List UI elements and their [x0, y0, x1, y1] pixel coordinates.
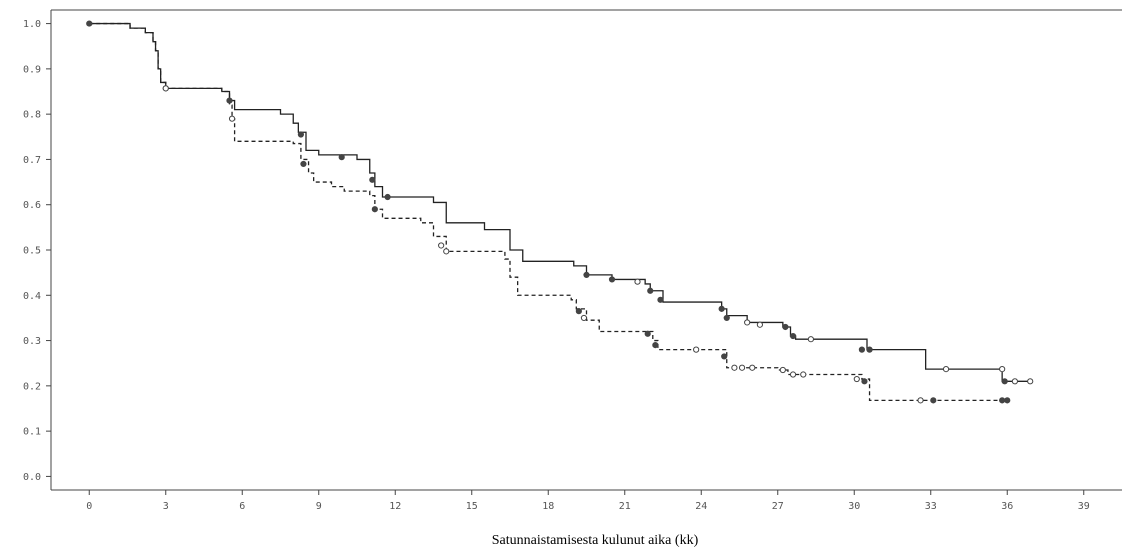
survival-curve-solid: [89, 22, 1031, 382]
censor-mark: [1004, 397, 1011, 404]
x-tick-label: 33: [925, 501, 937, 512]
x-tick-label: 27: [772, 501, 784, 512]
censor-mark: [942, 365, 950, 373]
censor-mark: [693, 346, 700, 353]
x-tick-label: 9: [316, 501, 322, 512]
censor-mark: [782, 323, 789, 331]
censor-mark: [644, 330, 651, 337]
censor-mark: [999, 397, 1006, 404]
censor-mark: [807, 336, 815, 343]
censor-mark: [718, 305, 725, 312]
censor-mark: [575, 308, 582, 315]
x-tick-label: 21: [619, 501, 631, 512]
x-tick-label: 30: [848, 501, 860, 512]
x-axis-label: Satunnaistamisesta kulunut aika (kk): [492, 533, 699, 548]
censor-mark: [1001, 378, 1008, 385]
y-tick-label: 0.9: [23, 64, 41, 75]
censor-mark: [866, 346, 873, 353]
censor-mark: [930, 397, 937, 404]
censor-mark: [738, 364, 746, 371]
censor-mark: [749, 364, 756, 371]
x-tick-label: 36: [1001, 501, 1013, 512]
censor-marks: [86, 20, 1034, 404]
censor-mark: [86, 20, 93, 27]
censor-mark: [647, 287, 654, 294]
censor-mark: [338, 154, 345, 161]
y-tick-label: 0.6: [23, 200, 41, 211]
x-tick-label: 12: [389, 501, 401, 512]
survival-curve-dashed: [89, 22, 1005, 401]
censor-mark: [384, 193, 391, 201]
censor-mark: [917, 397, 924, 404]
y-tick-label: 0.0: [23, 472, 41, 483]
censor-mark: [371, 206, 378, 213]
censor-mark: [779, 366, 786, 374]
censor-mark: [1011, 378, 1019, 385]
censor-mark: [580, 314, 588, 322]
axes: 0.00.10.20.30.40.50.60.70.80.91.00 3 6 9 12 1…: [23, 9, 1122, 512]
y-tick-label: 0.1: [23, 427, 41, 438]
censor-mark: [789, 371, 797, 378]
censor-mark: [744, 319, 751, 326]
censor-mark: [652, 341, 659, 349]
censor-mark: [634, 278, 641, 285]
censor-mark: [369, 176, 376, 183]
x-tick-label: 3: [163, 501, 169, 512]
x-tick-label: 18: [542, 501, 554, 512]
censor-mark: [443, 248, 450, 255]
censor-mark: [657, 296, 664, 303]
censor-mark: [723, 314, 730, 322]
censor-mark: [226, 97, 233, 104]
censor-mark: [583, 271, 590, 279]
y-tick-label: 0.7: [23, 155, 41, 166]
censor-mark: [228, 115, 236, 122]
censor-mark: [756, 321, 764, 328]
censor-mark: [800, 371, 807, 378]
series-layer: [89, 22, 1031, 401]
censor-mark: [721, 353, 728, 360]
censor-mark: [858, 346, 866, 353]
y-tick-label: 0.3: [23, 336, 41, 347]
y-tick-label: 1.0: [23, 19, 41, 30]
y-tick-label: 0.4: [23, 291, 41, 302]
censor-mark: [853, 375, 860, 383]
x-tick-label: 0: [86, 501, 92, 512]
y-tick-label: 0.5: [23, 246, 41, 257]
censor-mark: [731, 364, 738, 371]
y-tick-label: 0.2: [23, 381, 41, 392]
x-tick-label: 15: [466, 501, 478, 512]
x-tick-label: 39: [1078, 501, 1090, 512]
censor-mark: [162, 85, 169, 92]
x-tick-label: 24: [695, 501, 707, 512]
censor-mark: [789, 332, 797, 340]
censor-mark: [300, 160, 307, 168]
censor-mark: [861, 378, 868, 385]
censor-mark: [1027, 378, 1034, 385]
x-tick-label: 6: [239, 501, 245, 512]
y-tick-label: 0.8: [23, 110, 41, 121]
censor-mark: [999, 365, 1006, 373]
censor-mark: [608, 276, 616, 283]
censor-mark: [297, 131, 304, 138]
censor-mark: [438, 242, 445, 249]
